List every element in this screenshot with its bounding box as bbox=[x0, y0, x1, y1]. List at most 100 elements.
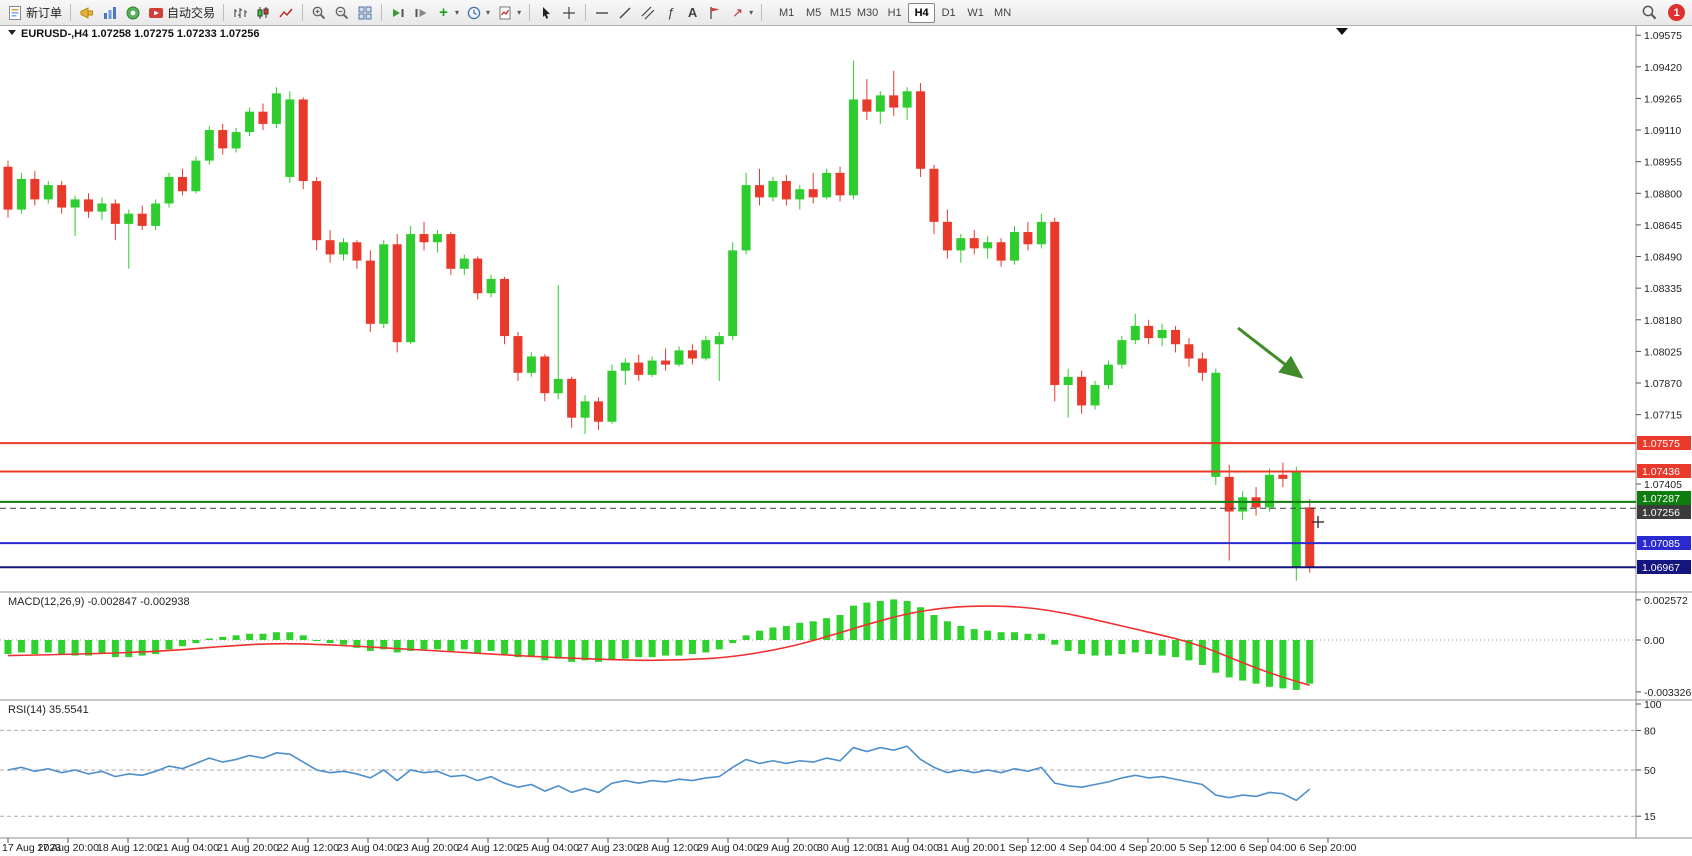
templates-button[interactable]: ▾ bbox=[494, 2, 524, 24]
line-chart-button[interactable] bbox=[275, 2, 297, 24]
candle-body bbox=[607, 370, 617, 422]
macd-hist-bar bbox=[447, 640, 455, 651]
macd-hist-bar bbox=[4, 640, 12, 655]
algo-trading-button[interactable]: 自动交易 bbox=[145, 2, 218, 24]
timeframe-button-h1[interactable]: H1 bbox=[887, 6, 902, 19]
timeframe-button-w1[interactable]: W1 bbox=[967, 6, 984, 19]
candle-body bbox=[661, 360, 671, 365]
macd-hist-bar bbox=[340, 640, 347, 645]
timeframe-button-m5[interactable]: M5 bbox=[805, 6, 822, 19]
timeframe-button-mn[interactable]: MN bbox=[994, 6, 1012, 19]
label-tool-button[interactable] bbox=[704, 2, 726, 24]
price-axis-label: 1.09265 bbox=[1644, 93, 1682, 105]
price-axis-label: 1.08955 bbox=[1644, 157, 1682, 169]
candle-body bbox=[110, 203, 120, 224]
toolbar-separator bbox=[302, 4, 304, 21]
macd-hist-bar bbox=[1279, 640, 1287, 689]
candle-body bbox=[137, 213, 147, 226]
periods-button[interactable]: ▾ bbox=[463, 2, 493, 24]
zoom-out-button[interactable] bbox=[331, 2, 353, 24]
price-badge-1.07575 bbox=[1637, 436, 1691, 450]
indicators-button[interactable]: + ▾ bbox=[433, 2, 462, 24]
zoom-in-button[interactable] bbox=[308, 2, 330, 24]
macd-hist-bar bbox=[621, 640, 629, 659]
symbol-dropdown-icon[interactable] bbox=[8, 30, 16, 35]
macd-hist-bar bbox=[970, 629, 978, 640]
add-indicator-icon: + bbox=[439, 3, 448, 21]
candle-body bbox=[365, 260, 375, 324]
text-tool-button[interactable]: A bbox=[682, 2, 703, 24]
macd-hist-bar bbox=[299, 635, 307, 640]
candle-body bbox=[486, 278, 496, 294]
macd-hist-bar bbox=[608, 640, 616, 661]
time-axis-label: 29 Aug 04:00 bbox=[697, 842, 759, 854]
market-watch-button[interactable] bbox=[99, 2, 121, 24]
rsi-axis-label: 100 bbox=[1644, 699, 1662, 711]
candle-body bbox=[204, 130, 214, 161]
price-axis[interactable]: 1.09575 1.09420 1.09265 1.09110 1.08955 1.088… bbox=[1636, 30, 1691, 823]
macd-hist-bar bbox=[1198, 640, 1206, 665]
macd-hist-bar bbox=[943, 621, 951, 640]
timeframe-button-d1[interactable]: D1 bbox=[941, 6, 956, 19]
horizontal-line-button[interactable] bbox=[591, 2, 613, 24]
crosshair-icon bbox=[563, 6, 576, 19]
timeframe-button-h4[interactable]: H4 bbox=[908, 2, 936, 23]
candle-body bbox=[1063, 376, 1073, 386]
toolbar-separator bbox=[585, 4, 587, 21]
bar-chart-button[interactable] bbox=[229, 2, 251, 24]
arrows-tool-button[interactable]: ↗ ▾ bbox=[727, 2, 756, 24]
candle-body bbox=[1264, 474, 1274, 508]
candle-body bbox=[473, 258, 483, 294]
community-button[interactable] bbox=[122, 2, 144, 24]
candle-body bbox=[1184, 344, 1194, 359]
price-axis-label: 1.09110 bbox=[1644, 125, 1681, 137]
trendline-button[interactable] bbox=[614, 2, 636, 24]
macd-hist-bar bbox=[997, 632, 1005, 640]
candle-body bbox=[526, 356, 536, 373]
macd-hist-bar bbox=[1064, 640, 1072, 651]
macd-hist-bar bbox=[407, 640, 415, 651]
macd-hist-bar bbox=[527, 640, 535, 658]
news-button[interactable] bbox=[76, 2, 98, 24]
timeframe-button-m1[interactable]: M1 bbox=[778, 6, 795, 19]
cursor-button[interactable] bbox=[535, 2, 557, 24]
candle-body bbox=[929, 168, 939, 222]
chart-shift-button[interactable] bbox=[410, 2, 432, 24]
algo-trading-label: 自动交易 bbox=[167, 6, 216, 20]
trend-arrow-annotation[interactable] bbox=[1237, 326, 1304, 379]
macd-hist-bar bbox=[1091, 640, 1099, 656]
candle-body bbox=[714, 336, 724, 345]
crosshair-button[interactable] bbox=[558, 2, 580, 24]
macd-hist-bar bbox=[1172, 640, 1180, 658]
chart-shift-marker[interactable] bbox=[1336, 28, 1348, 35]
macd-hist-bar bbox=[1158, 640, 1166, 656]
macd-hist-bar bbox=[715, 640, 723, 650]
notification-badge[interactable]: 1 bbox=[1668, 4, 1685, 21]
auto-scroll-button[interactable] bbox=[387, 2, 409, 24]
candle-body bbox=[862, 99, 872, 112]
macd-hist-bar bbox=[675, 640, 683, 656]
macd-hist-bar bbox=[232, 635, 240, 640]
search-button[interactable] bbox=[1638, 2, 1661, 24]
timeframe-button-m30[interactable]: M30 bbox=[856, 6, 879, 19]
macd-hist-bar bbox=[420, 640, 428, 650]
tile-windows-button[interactable] bbox=[354, 2, 376, 24]
time-axis-label: 30 Aug 12:00 bbox=[817, 842, 879, 854]
candle-body bbox=[298, 99, 308, 182]
auto-scroll-icon bbox=[393, 8, 404, 17]
channel-button[interactable] bbox=[637, 2, 659, 24]
price-badge-label: 1.06967 bbox=[1642, 562, 1680, 574]
macd-hist-bar bbox=[729, 640, 737, 644]
flag-label-icon bbox=[710, 6, 720, 19]
timeframe-button-m15[interactable]: M15 bbox=[829, 6, 852, 19]
fibonacci-button[interactable]: ƒ bbox=[660, 2, 681, 24]
line-chart-icon bbox=[279, 8, 293, 17]
toolbar-separator bbox=[223, 4, 225, 21]
new-order-button[interactable]: 新订单 bbox=[4, 2, 65, 24]
candle-body bbox=[540, 356, 550, 394]
candlestick-chart-button[interactable] bbox=[252, 2, 274, 24]
candle-body bbox=[687, 350, 697, 359]
price-badge-label: 1.07287 bbox=[1642, 493, 1680, 505]
